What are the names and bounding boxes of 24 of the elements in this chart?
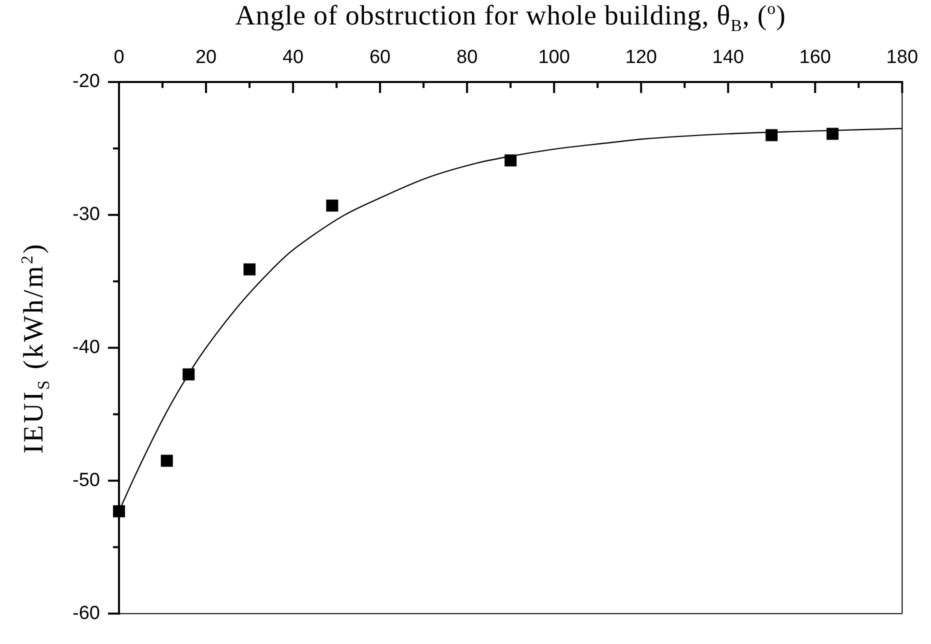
x-tick-label: 120 bbox=[625, 46, 657, 68]
point bbox=[326, 200, 338, 212]
x-tick-label: 180 bbox=[886, 46, 918, 68]
y-tick-label: -40 bbox=[72, 337, 100, 358]
x-tick-label: 0 bbox=[114, 46, 124, 68]
x-tick-label: 40 bbox=[282, 46, 304, 68]
x-tick-label: 140 bbox=[712, 46, 744, 68]
x-tick-label: 160 bbox=[799, 46, 831, 68]
x-tick-label: 20 bbox=[195, 46, 217, 68]
y-tick-label: -20 bbox=[72, 71, 100, 92]
point bbox=[504, 154, 517, 166]
point bbox=[112, 505, 126, 518]
x-tick-label: 100 bbox=[538, 46, 570, 68]
point bbox=[826, 128, 839, 140]
y-tick-label: -30 bbox=[72, 204, 100, 226]
y-tick-label: -50 bbox=[72, 470, 100, 491]
x-tick-label: 80 bbox=[456, 46, 478, 68]
point bbox=[766, 129, 778, 142]
point bbox=[182, 368, 195, 380]
point bbox=[160, 454, 173, 467]
x-axis-title: Angle of obstruction for whole building, θ$_{B}$, ($^{o}$) bbox=[235, 0, 786, 36]
y-tick-label: -60 bbox=[72, 602, 100, 624]
x-tick-label: 60 bbox=[369, 46, 391, 68]
point bbox=[244, 263, 256, 276]
